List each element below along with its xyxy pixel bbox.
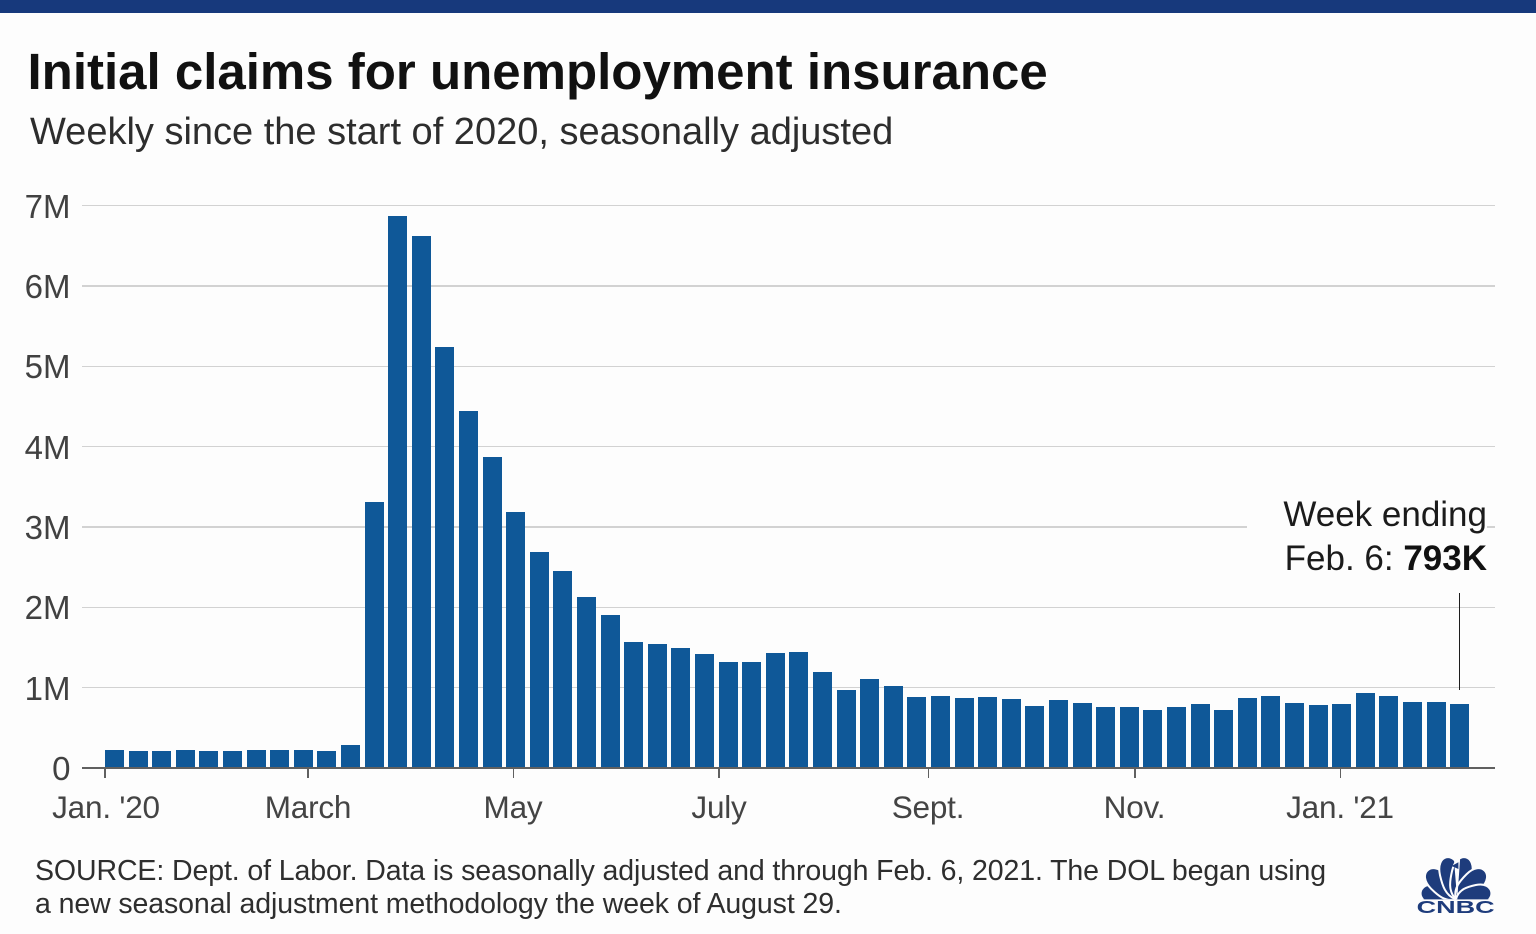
svg-text:CNBC: CNBC [1417, 897, 1495, 916]
